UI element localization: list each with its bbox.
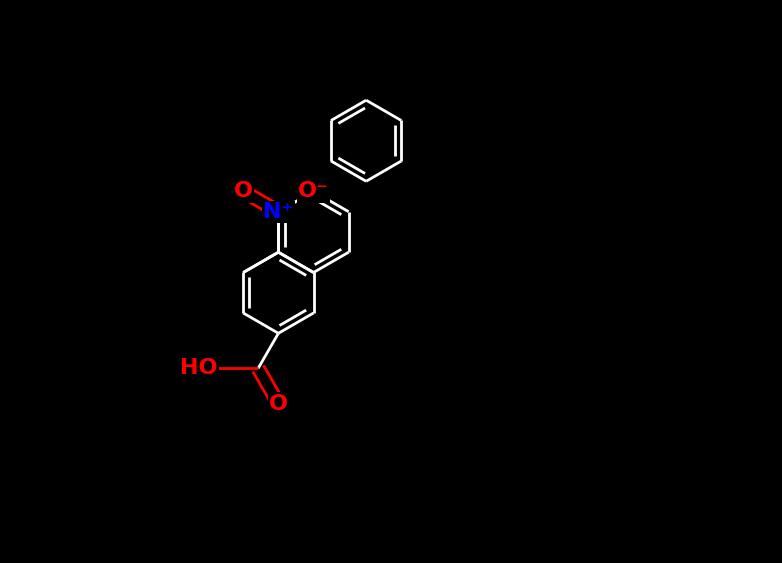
Text: N⁺: N⁺: [264, 202, 293, 222]
Text: O: O: [234, 181, 253, 202]
Text: O: O: [269, 394, 288, 413]
Text: HO: HO: [180, 359, 217, 378]
Text: O⁻: O⁻: [298, 181, 329, 202]
